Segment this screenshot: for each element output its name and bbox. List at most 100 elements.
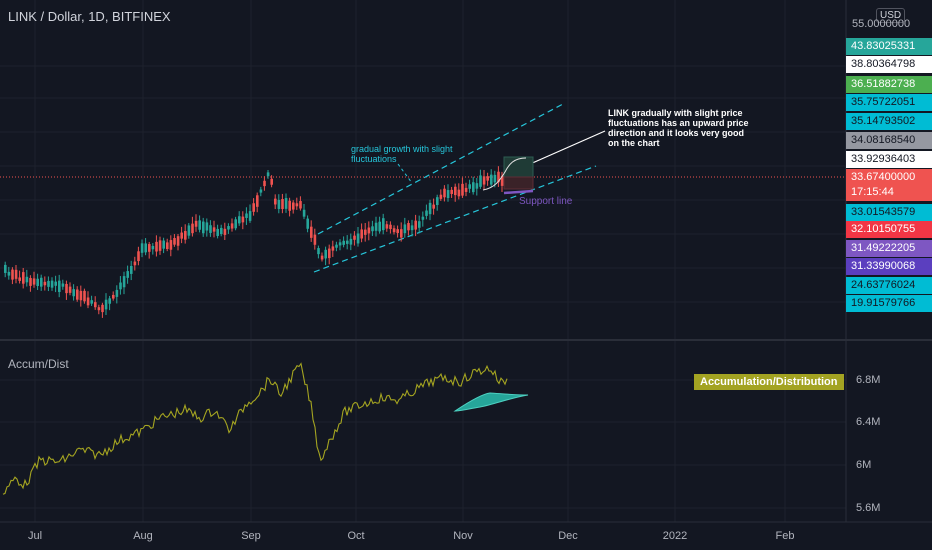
candle-body [32,278,36,285]
candle-body [176,236,180,246]
candle-body [148,244,151,252]
price-tag[interactable]: 36.51882738 [846,76,932,93]
candle-body [389,224,392,230]
price-tag[interactable]: 24.63776024 [846,277,932,294]
candle-body [486,176,489,181]
candle-body [450,189,453,194]
indicator-title[interactable]: Accum/Dist [8,357,69,371]
price-tag-value: 33.01543579 [851,206,916,218]
candle-body [86,297,90,306]
note-annotation-line: fluctuations has an upward price [608,118,749,128]
candle-body [288,200,291,211]
candle-body [115,289,119,297]
projection-curve [482,157,527,191]
candle-body [29,277,32,286]
candle-body [306,218,309,229]
candle-body [353,235,356,240]
candle-body [108,298,111,304]
candle-body [54,281,57,286]
candle-body [166,242,169,250]
candle-body [270,178,273,185]
candle-body [65,283,68,294]
candle-body [385,224,389,229]
candle-body [68,286,72,293]
label-pointer [397,163,413,184]
channel-annotation[interactable]: gradual growth with slight fluctuations [351,144,453,164]
candle-body [364,229,367,235]
indicator-axis-label: 6M [856,459,872,471]
candle-body [130,266,133,274]
price-tag[interactable]: 35.75722051 [846,94,932,111]
candle-body [194,220,198,227]
price-tag[interactable]: 31.33990068 [846,258,932,275]
candle-body [43,281,47,286]
candle-body [11,269,14,280]
candle-body [173,238,176,245]
candle-body [407,222,410,231]
price-tag[interactable]: 33.92936403 [846,151,932,168]
candle-body [418,221,421,228]
candle-body [284,198,288,209]
price-tag[interactable]: 38.80364798 [846,56,932,73]
candle-body [360,229,363,239]
candle-body [252,203,255,212]
candle-body [346,240,349,244]
candle-body [392,228,396,233]
candle-body [335,244,338,248]
candle-body [277,199,281,209]
candle-body [47,280,50,287]
candle-body [479,175,482,187]
candle-body [79,290,83,301]
price-tag-value: 43.83025331 [851,40,916,52]
price-tag[interactable]: 35.14793502 [846,113,932,130]
price-tag[interactable]: 32.10150755 [846,221,932,238]
candle-body [180,232,183,239]
candle-body [158,240,162,251]
candle-body [356,233,360,244]
candle-body [382,218,385,231]
candle-body [396,229,399,234]
candle-body [281,199,284,210]
candle-body [137,251,140,262]
price-tag[interactable]: 31.49222205 [846,240,932,257]
candle-body [40,277,43,287]
chart-title: LINK / Dollar, 1D, BITFINEX [8,9,171,24]
candle-body [133,261,137,266]
candle-body [421,216,425,220]
candle-body [410,225,414,231]
candle-body [292,202,295,210]
time-axis-label: 2022 [662,530,688,542]
time-axis-label: Dec [558,530,578,542]
candles [4,166,504,318]
candle-body [101,304,104,313]
price-tag[interactable]: 33.01543579 [846,204,932,221]
note-annotation[interactable]: LINK gradually with slight price fluctua… [608,108,749,148]
price-tag[interactable]: 43.83025331 [846,38,932,55]
price-tag[interactable]: 19.91579766 [846,295,932,312]
candle-body [468,184,471,189]
candle-body [238,216,241,224]
projection-box-lower [503,176,534,190]
candle-body [295,203,299,207]
candle-body [104,299,108,310]
candle-body [61,283,65,287]
currency-button[interactable]: USD [876,8,906,23]
candle-body [428,202,432,215]
support-annotation[interactable]: Support line [519,196,573,207]
price-tag[interactable]: 33.67400000 17:15:44 [846,169,932,201]
candle-body [472,182,475,193]
candle-body [122,276,126,288]
time-axis-label: Aug [133,530,153,542]
price-tag[interactable]: 34.08168540 [846,132,932,149]
time-axis-label: Jul [27,530,43,542]
ad-shape [453,392,529,412]
candle-body [97,307,101,311]
price-tag-value: 32.10150755 [851,223,916,235]
candle-body [436,197,439,206]
candle-body [425,210,428,216]
candle-body [259,189,263,193]
candle-body [500,175,504,186]
time-axis-label: Nov [453,530,473,542]
candle-body [25,276,29,283]
